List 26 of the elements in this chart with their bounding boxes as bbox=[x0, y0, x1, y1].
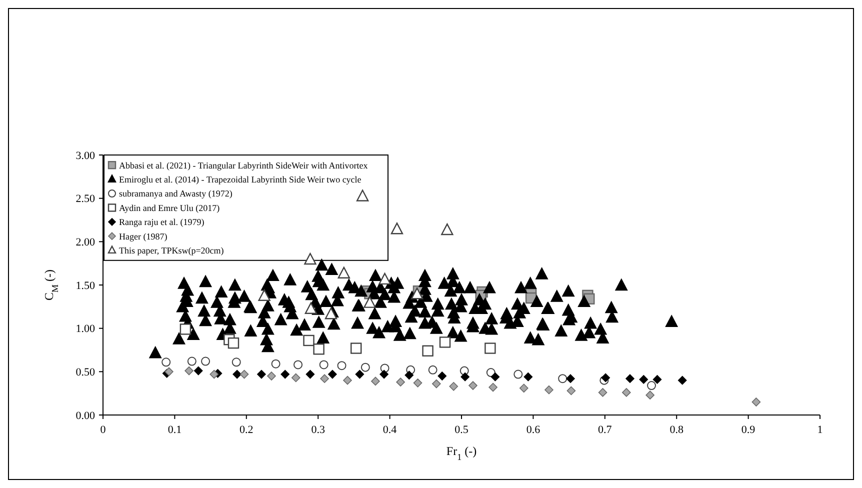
x-tick-label: 0.5 bbox=[454, 424, 469, 436]
x-tick-label: 0.3 bbox=[311, 424, 326, 436]
x-tick-label: 0.6 bbox=[526, 424, 541, 436]
x-tick-label: 0.8 bbox=[670, 424, 684, 436]
legend-label: Ranga raju et al. (1979) bbox=[119, 217, 204, 228]
x-axis-title: Fr$_{1}$ (-) bbox=[446, 444, 477, 462]
x-tick-label: 0.7 bbox=[598, 424, 612, 436]
x-tick-label: 1 bbox=[817, 424, 823, 436]
legend-label: Hager (1987) bbox=[119, 231, 168, 242]
y-tick-label: 1.00 bbox=[76, 323, 96, 336]
y-tick-label: 1.50 bbox=[76, 280, 96, 292]
legend-label: Abbasi et al. (2021) - Triangular Labyrinth SideWeir with Antivortex bbox=[119, 160, 368, 170]
legend-label: Emiroglu et al. (2014) - Trapezoidal Labyrinth Side Weir two cycle bbox=[119, 174, 362, 184]
y-tick-label: 3.00 bbox=[76, 150, 96, 162]
y-tick-label: 2.50 bbox=[76, 193, 96, 206]
y-tick-label: 0.00 bbox=[76, 410, 96, 422]
x-tick-label: 0.2 bbox=[240, 424, 254, 436]
legend-label: subramanya and Awasty (1972) bbox=[119, 188, 232, 199]
x-tick-label: 0.4 bbox=[382, 424, 398, 436]
legend-label: This paper, TPKsw(p=20cm) bbox=[119, 245, 224, 256]
x-tick-label: 0 bbox=[100, 424, 106, 436]
x-tick-label: 0.1 bbox=[168, 424, 182, 436]
legend-label: Aydin and Emre Ulu (2017) bbox=[119, 202, 220, 213]
y-tick-label: 2.00 bbox=[76, 236, 96, 249]
y-tick-label: 0.50 bbox=[76, 366, 96, 379]
x-tick-label: 0.9 bbox=[741, 424, 756, 436]
